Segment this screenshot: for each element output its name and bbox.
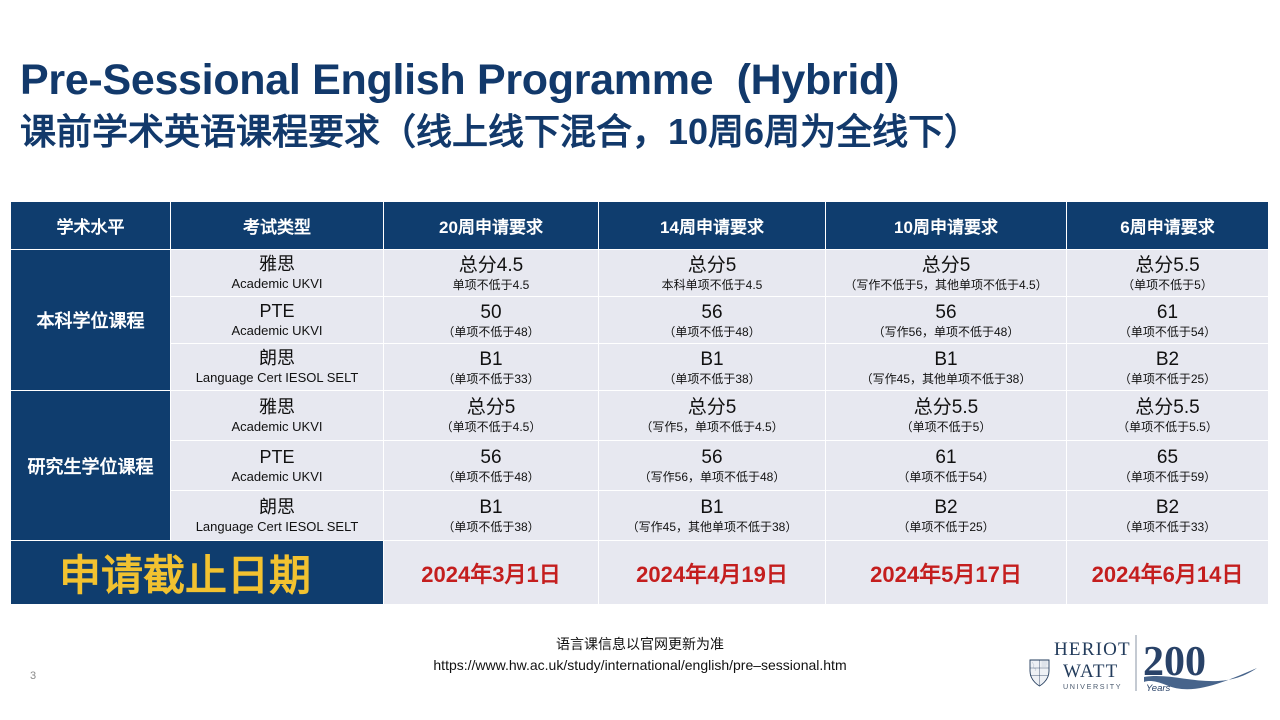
- svg-text:WATT: WATT: [1063, 661, 1118, 682]
- svg-text:UNIVERSITY: UNIVERSITY: [1063, 682, 1122, 691]
- svg-text:HERIOT: HERIOT: [1054, 639, 1131, 660]
